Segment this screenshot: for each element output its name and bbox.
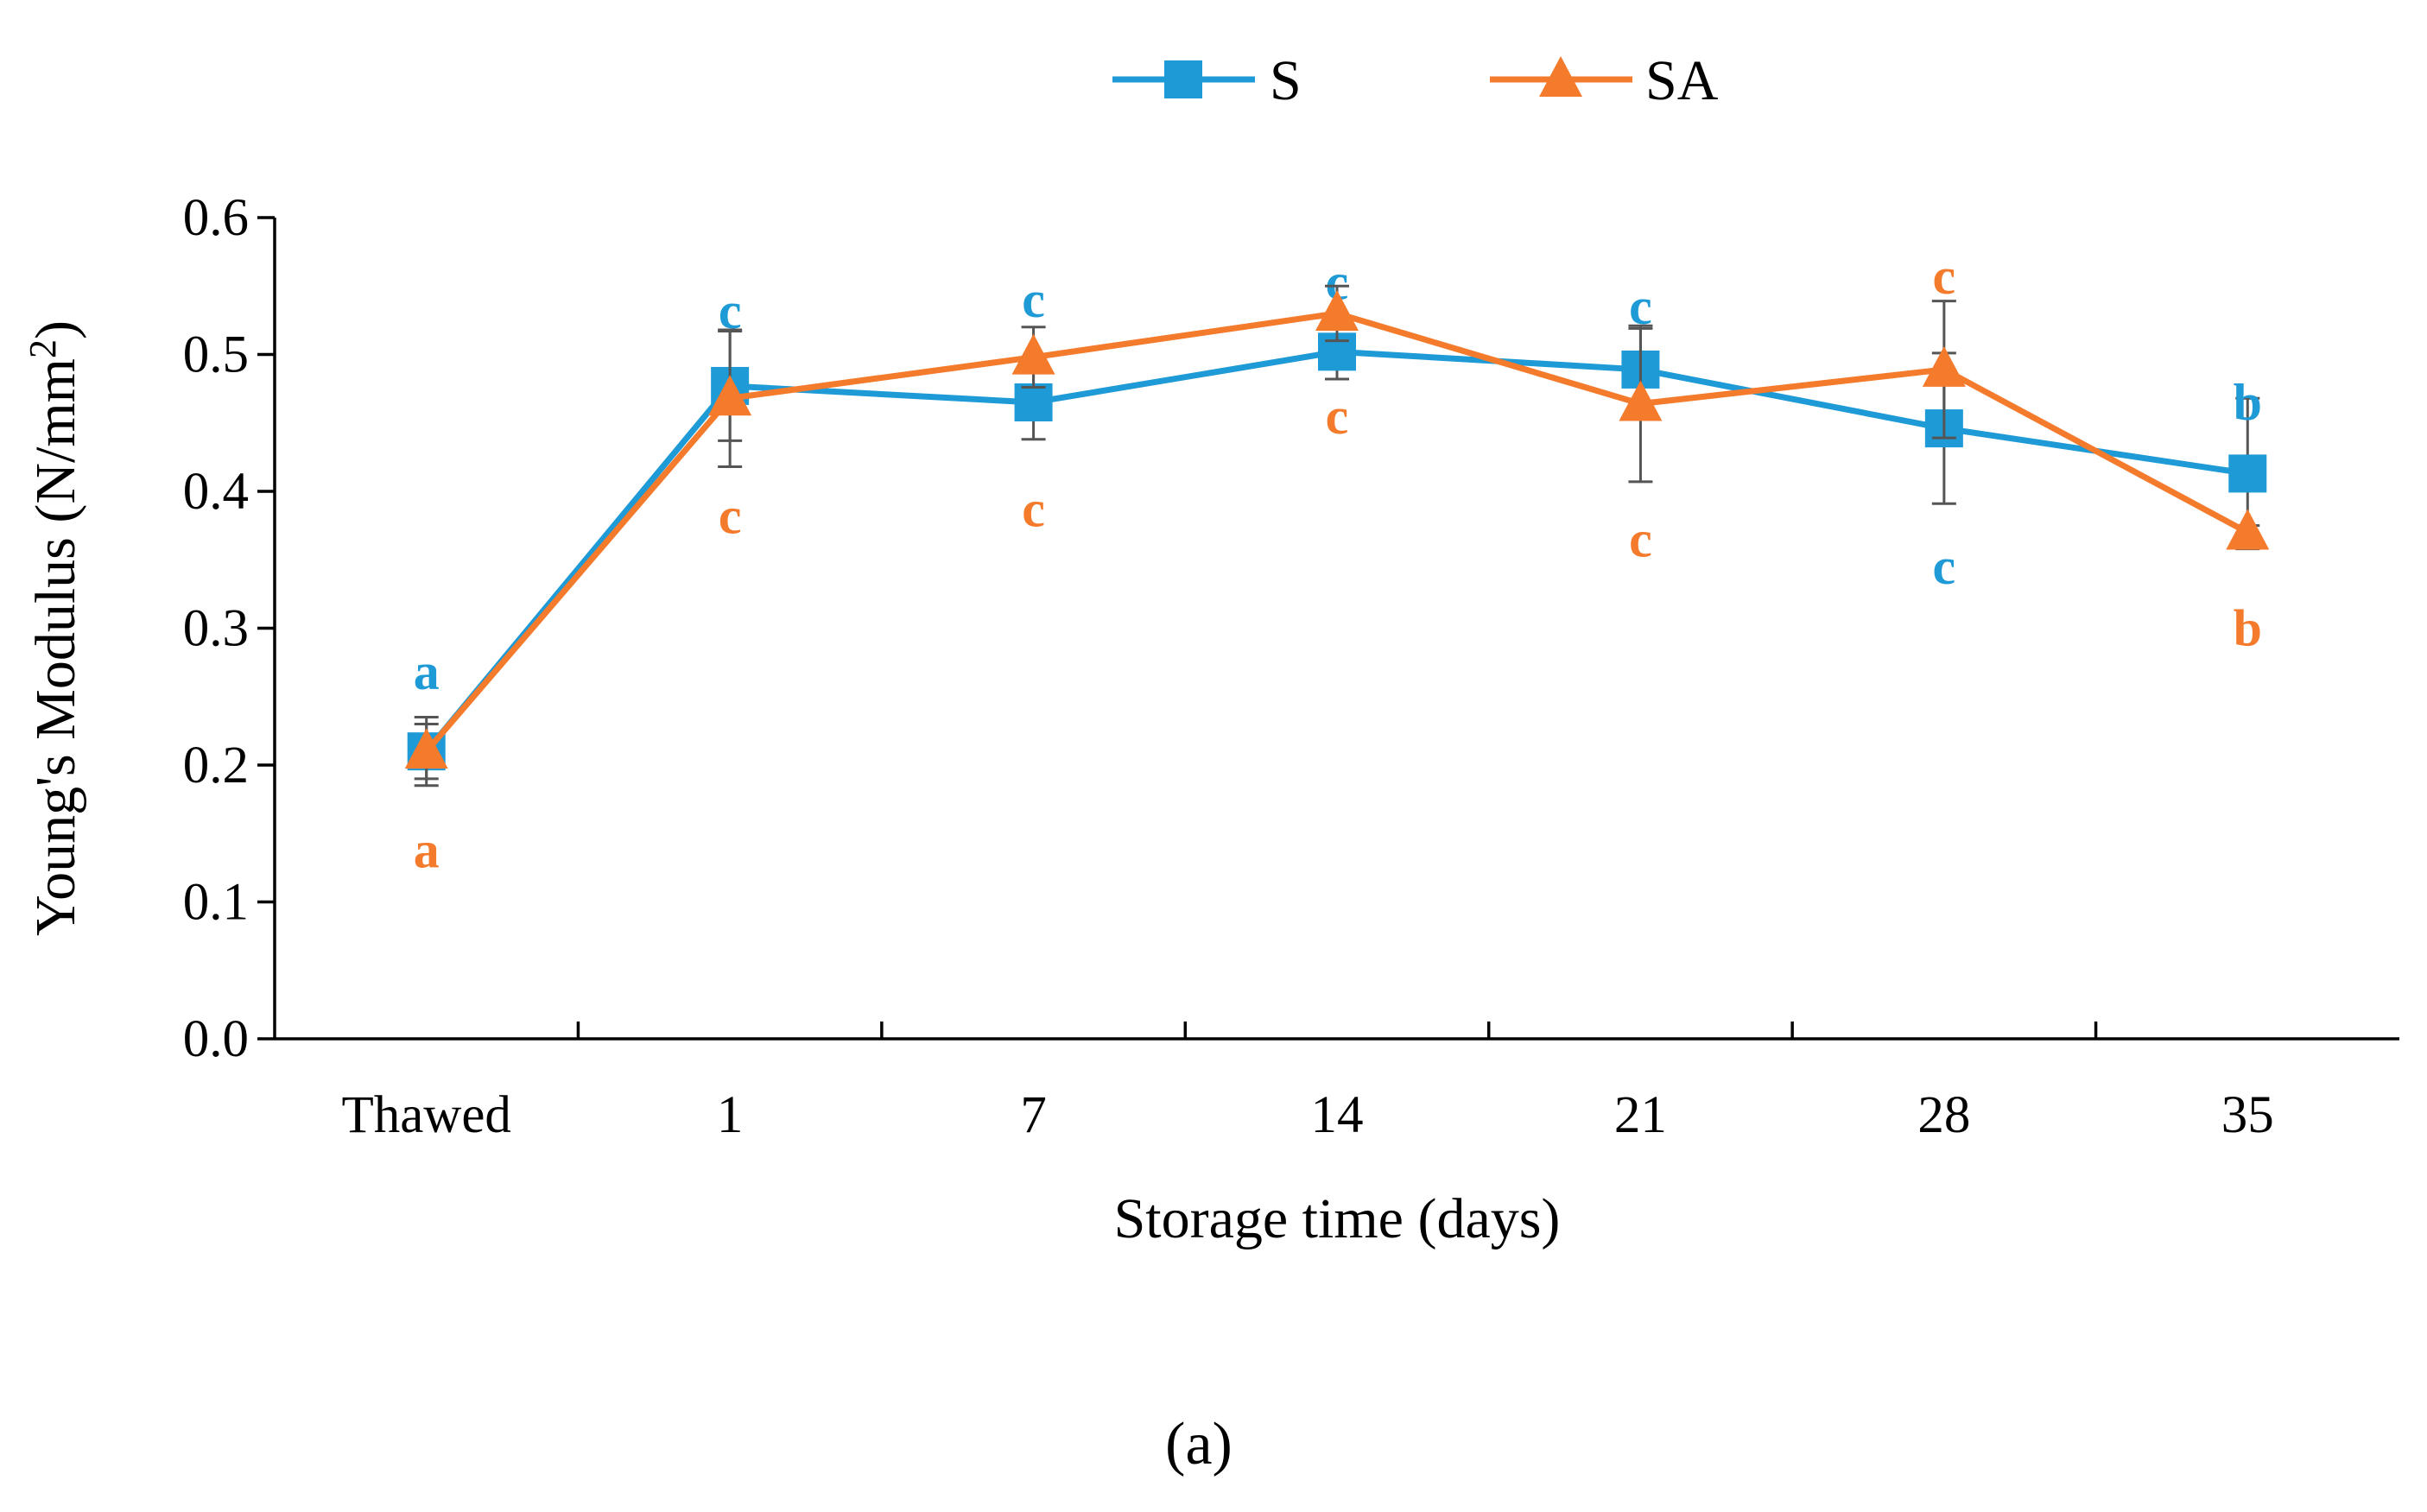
significance-letter: c xyxy=(1933,538,1956,595)
legend-marker xyxy=(1539,56,1582,97)
significance-letter: c xyxy=(1022,271,1045,328)
y-tick-label: 0.2 xyxy=(183,737,249,794)
significance-letter: b xyxy=(2234,374,2262,431)
y-axis-title-end: ) xyxy=(24,320,87,339)
y-tick-label: 0.5 xyxy=(183,326,249,384)
data-point xyxy=(404,728,448,769)
y-axis-title-main: Young's Modulus (N/mm xyxy=(24,358,87,936)
significance-letter: c xyxy=(1022,481,1045,538)
legend-item-sa: SA xyxy=(1490,49,1719,112)
significance-letter: c xyxy=(1629,510,1652,567)
legend-marker xyxy=(1164,60,1202,98)
data-point xyxy=(708,375,752,416)
data-point xyxy=(1011,333,1055,375)
figure-caption: (a) xyxy=(1165,1411,1233,1477)
x-tick-label: 28 xyxy=(1917,1086,1970,1144)
significance-letter: a xyxy=(414,643,440,700)
significance-letter: c xyxy=(1326,388,1349,445)
data-point xyxy=(2226,509,2270,550)
y-tick-label: 0.3 xyxy=(183,600,249,658)
data-point xyxy=(1922,345,1966,387)
x-tick-label: 7 xyxy=(1020,1086,1047,1144)
y-axis-title: Young's Modulus (N/mm2) xyxy=(22,320,87,936)
significance-letter: b xyxy=(2234,600,2262,657)
x-tick-label: Thawed xyxy=(341,1086,510,1144)
series-sa: a c c c c c b xyxy=(404,248,2270,878)
y-tick-label: 0.1 xyxy=(183,874,249,932)
legend-item-s: S xyxy=(1112,49,1302,112)
significance-letter: c xyxy=(719,488,742,545)
x-tick-label: 21 xyxy=(1614,1086,1667,1144)
series-layer: a c c c c c ba c c c c c b xyxy=(404,248,2270,878)
legend: S SA xyxy=(1112,49,1719,112)
y-axis-title-sup: 2 xyxy=(22,339,64,358)
x-tick-label: 35 xyxy=(2221,1086,2274,1144)
significance-letter: c xyxy=(1933,248,1956,305)
y-tick-label: 0.4 xyxy=(183,463,249,521)
legend-label: SA xyxy=(1645,49,1719,112)
x-axis-title: Storage time (days) xyxy=(1114,1187,1561,1250)
axes: 0.0 0.1 0.2 0.3 0.4 0.5 0.6 Thawed 1 7 14 21 28 35 xyxy=(183,189,2399,1144)
x-tick-label: 1 xyxy=(717,1086,744,1144)
data-point xyxy=(1315,289,1359,331)
data-point xyxy=(1014,383,1053,421)
data-point xyxy=(1619,380,1663,421)
data-point xyxy=(2228,454,2267,493)
legend-label: S xyxy=(1270,49,1302,112)
x-tick-label: 14 xyxy=(1311,1086,1364,1144)
significance-letter: a xyxy=(414,821,440,878)
y-tick-label: 0.0 xyxy=(183,1010,249,1068)
y-tick-label: 0.6 xyxy=(183,189,249,247)
